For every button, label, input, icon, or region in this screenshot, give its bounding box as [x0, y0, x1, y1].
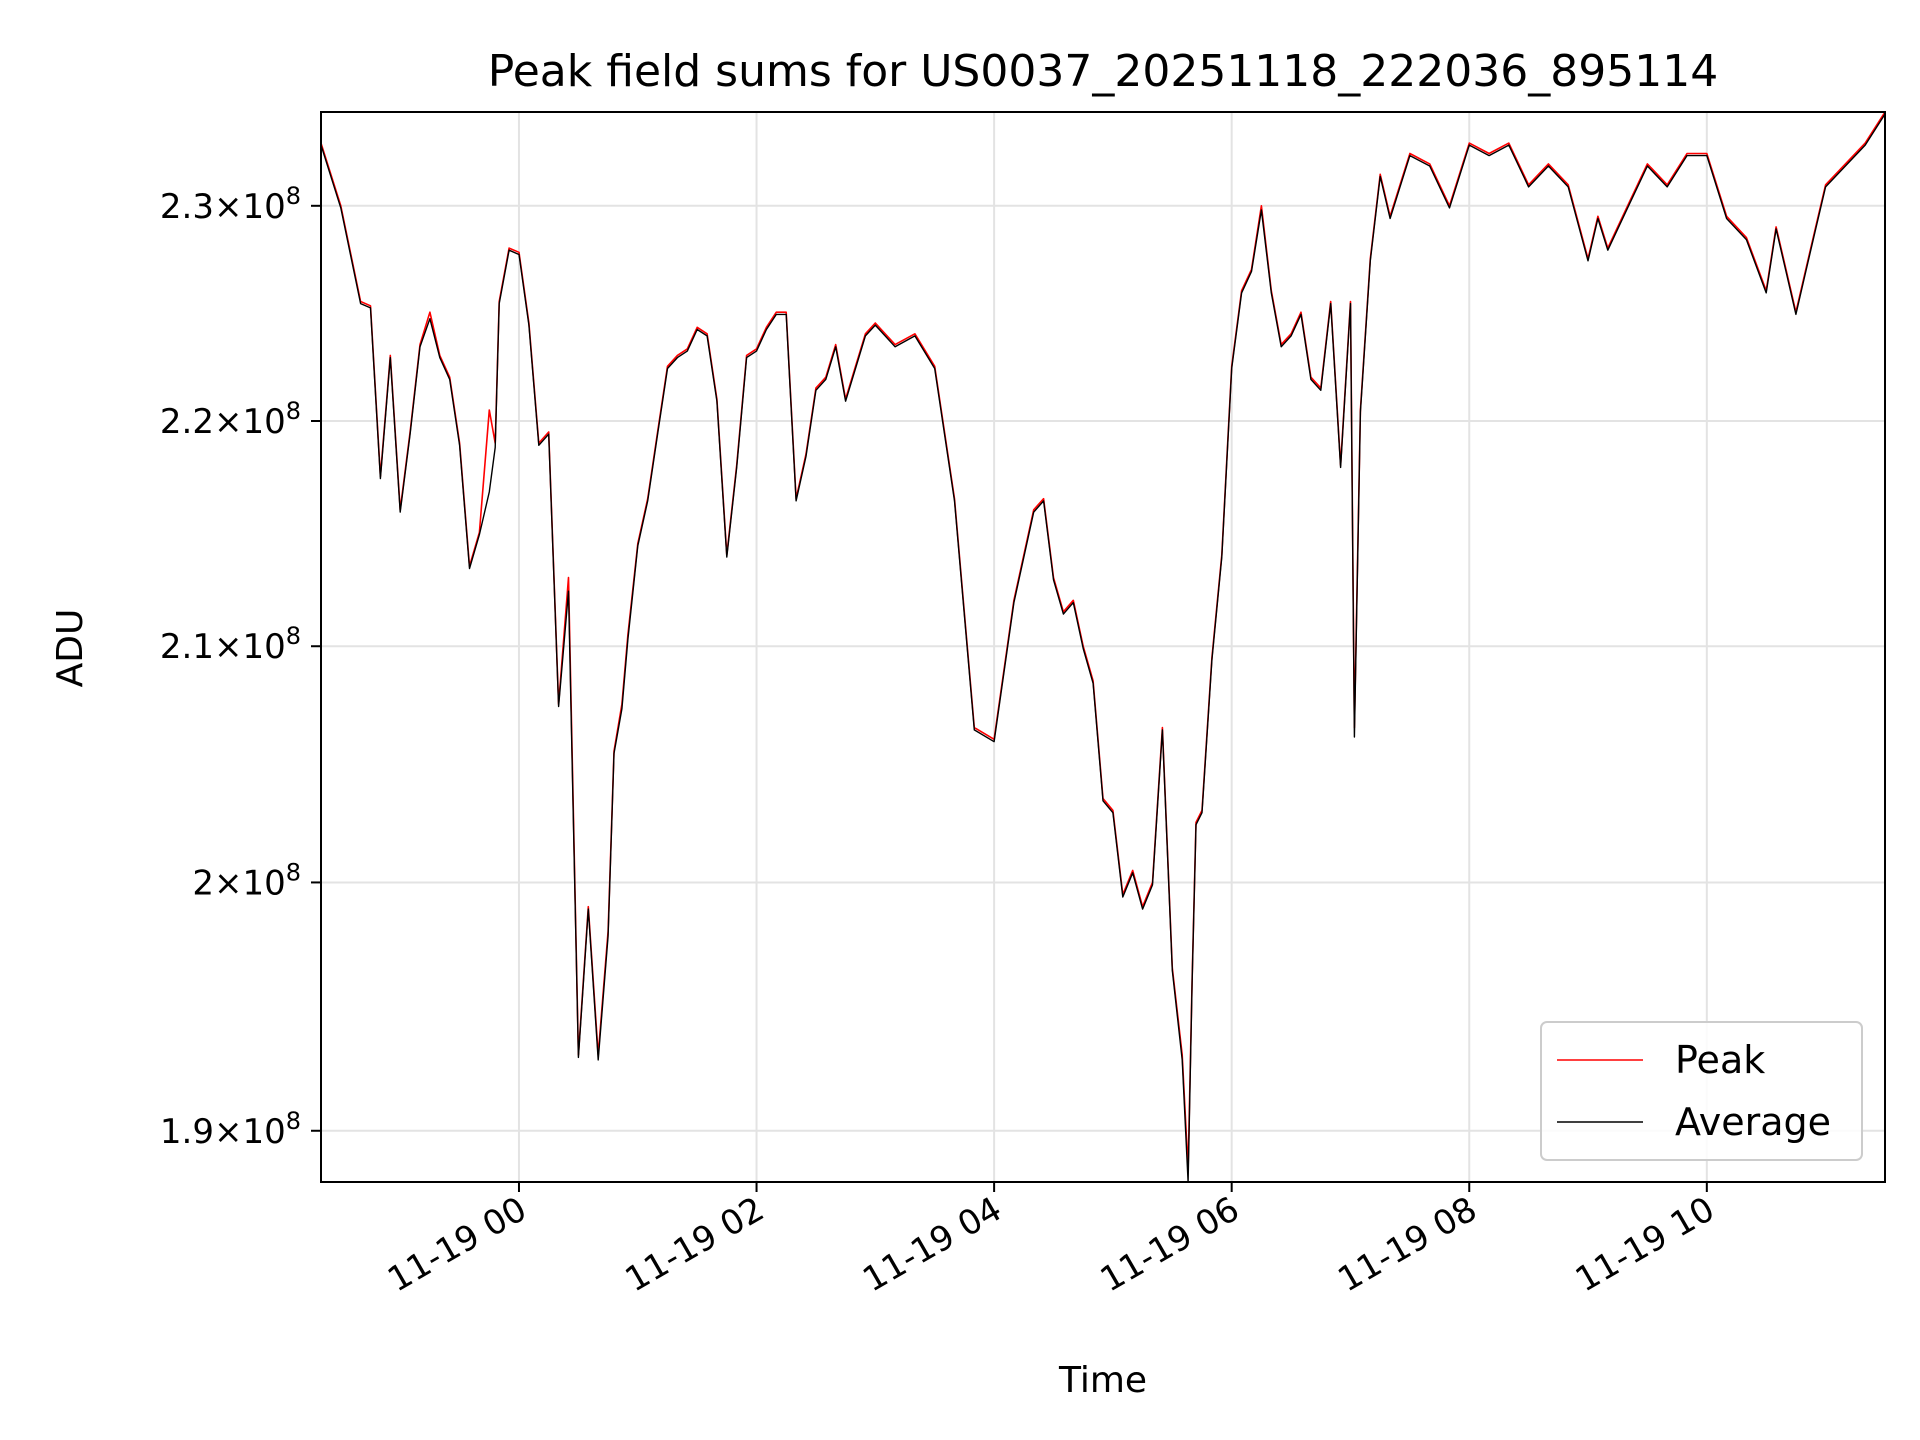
- y-tick-label: 2.2×108: [160, 397, 301, 442]
- y-axis: 1.9×108 2×108 2.1×108 2.2×108 2.3×108: [160, 182, 321, 1152]
- y-tick-label: 2×108: [192, 858, 301, 903]
- legend: Peak Average: [1540, 1021, 1863, 1161]
- series-line-average: [320, 113, 1886, 1183]
- grid: [321, 112, 1885, 1182]
- chart-title: Peak field sums for US0037_20251118_2220…: [488, 46, 1718, 97]
- plot-lines: [320, 111, 1886, 1183]
- y-tick-label: 1.9×108: [160, 1107, 301, 1152]
- legend-label-average: Average: [1675, 1100, 1831, 1144]
- legend-label-peak: Peak: [1675, 1038, 1765, 1082]
- legend-box: [1540, 1021, 1863, 1161]
- y-tick-label: 2.3×108: [160, 182, 301, 227]
- y-axis-title: ADU: [50, 609, 91, 688]
- y-tick-label: 2.1×108: [160, 622, 301, 667]
- x-axis-title: Time: [1058, 1360, 1147, 1401]
